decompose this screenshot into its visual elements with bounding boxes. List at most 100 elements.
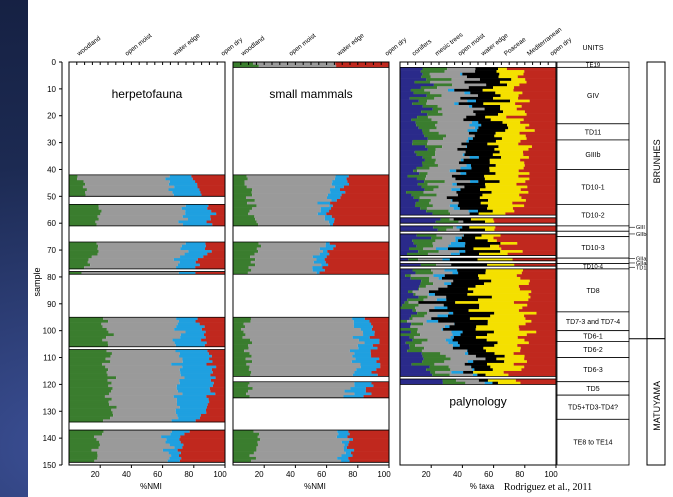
strip-open-moist bbox=[259, 432, 339, 436]
strip-open-moist bbox=[260, 438, 350, 442]
strip-open-dry bbox=[373, 384, 389, 388]
strip-open-dry bbox=[518, 174, 556, 178]
strip-woodland bbox=[233, 260, 251, 264]
strip-water-edge bbox=[341, 459, 350, 463]
strip-open-moist bbox=[435, 239, 456, 243]
y-tick-label: 130 bbox=[43, 407, 57, 416]
strip-woodland bbox=[69, 260, 88, 264]
strip-open-moist bbox=[256, 247, 320, 251]
strip-poaceae bbox=[446, 196, 480, 200]
strip-open-dry bbox=[212, 360, 225, 364]
strip-water-edge bbox=[444, 268, 458, 272]
strip-open-moist bbox=[451, 78, 480, 82]
strip-water-edge bbox=[182, 215, 211, 219]
strip-water-edge bbox=[329, 204, 333, 208]
strip-open-dry bbox=[179, 454, 225, 458]
strip-open-dry bbox=[528, 293, 556, 297]
strip-water-edge bbox=[179, 354, 212, 358]
strip-open-moist bbox=[100, 212, 186, 216]
strip-mediterranean bbox=[486, 338, 525, 342]
strip-conifers bbox=[400, 147, 428, 151]
strip-open-dry bbox=[531, 290, 556, 294]
strip-woodland bbox=[69, 403, 110, 407]
strip-open-moist bbox=[435, 370, 452, 374]
strip-open-moist bbox=[82, 185, 175, 189]
strip-mediterranean bbox=[476, 325, 519, 329]
strip-poaceae bbox=[471, 365, 491, 369]
strip-open-dry bbox=[521, 368, 556, 372]
strip-open-moist bbox=[435, 150, 466, 154]
strip-conifers bbox=[400, 252, 407, 256]
strip-open-moist bbox=[247, 384, 355, 388]
strip-woodland bbox=[233, 325, 245, 329]
strip-conifers bbox=[400, 70, 421, 74]
strip-conifers bbox=[400, 177, 417, 181]
strip-open-dry bbox=[493, 217, 556, 221]
strip-poaceae bbox=[431, 317, 470, 321]
strip-water-edge bbox=[466, 145, 468, 149]
strip-water-edge bbox=[357, 344, 373, 348]
strip-poaceae bbox=[464, 153, 493, 157]
strip-woodland bbox=[69, 322, 102, 326]
strip-conifers bbox=[400, 131, 423, 135]
strip-conifers bbox=[400, 284, 420, 288]
strip-open-dry bbox=[369, 319, 389, 323]
strip-open-dry bbox=[209, 400, 225, 404]
strip-open-dry bbox=[518, 284, 556, 288]
strip-conifers bbox=[400, 365, 430, 369]
strip-open-moist bbox=[252, 387, 351, 391]
y-axis-label: sample bbox=[32, 267, 42, 296]
strip-poaceae bbox=[467, 145, 499, 149]
strip-woodland bbox=[233, 199, 255, 203]
strip-water-edge bbox=[171, 362, 207, 366]
strip-mediterranean bbox=[492, 153, 524, 157]
strip-mesic-trees bbox=[409, 346, 425, 350]
strip-open-moist bbox=[410, 325, 445, 329]
strip-open-dry bbox=[512, 201, 556, 205]
strip-water-edge bbox=[174, 327, 202, 331]
unit-cell bbox=[556, 230, 630, 238]
strip-poaceae bbox=[478, 379, 488, 383]
strip-open-moist bbox=[110, 354, 180, 358]
strip-open-moist bbox=[253, 62, 336, 65]
strip-mesic-trees bbox=[422, 131, 439, 135]
strip-woodland bbox=[233, 336, 243, 340]
strip-poaceae bbox=[449, 258, 478, 262]
strip-open-dry bbox=[371, 381, 389, 385]
strip-conifers bbox=[400, 115, 418, 119]
strip-mesic-trees bbox=[426, 94, 442, 98]
strip-open-dry bbox=[519, 131, 556, 135]
unit-cell bbox=[556, 268, 630, 313]
strip-open-dry bbox=[199, 322, 225, 326]
strip-mesic-trees bbox=[426, 78, 452, 82]
strip-mesic-trees bbox=[413, 91, 431, 95]
y-tick-label: 150 bbox=[43, 461, 57, 470]
strip-open-moist bbox=[84, 266, 177, 270]
strip-water-edge bbox=[456, 225, 463, 229]
strip-mesic-trees bbox=[424, 180, 445, 184]
strip-woodland bbox=[233, 459, 252, 463]
strip-open-moist bbox=[98, 250, 189, 254]
strip-woodland bbox=[69, 419, 104, 423]
strip-mesic-trees bbox=[429, 365, 449, 369]
strip-mediterranean bbox=[485, 268, 523, 272]
strip-mesic-trees bbox=[407, 252, 428, 256]
strip-open-dry bbox=[364, 317, 389, 321]
strip-mediterranean bbox=[483, 346, 521, 350]
strip-woodland bbox=[233, 387, 253, 391]
strip-open-moist bbox=[427, 252, 451, 256]
strip-water-edge bbox=[313, 260, 326, 264]
strip-water-edge bbox=[178, 220, 207, 224]
strip-water-edge bbox=[336, 435, 348, 439]
strip-poaceae bbox=[468, 352, 495, 356]
strip-poaceae bbox=[459, 207, 488, 211]
strip-mesic-trees bbox=[412, 239, 436, 243]
strip-open-moist bbox=[108, 368, 180, 372]
strip-mesic-trees bbox=[418, 250, 439, 254]
strip-mediterranean bbox=[494, 134, 526, 138]
strip-open-dry bbox=[195, 260, 225, 264]
strip-woodland bbox=[69, 271, 82, 275]
strip-mesic-trees bbox=[433, 83, 453, 87]
strip-open-moist bbox=[431, 156, 470, 160]
strip-open-moist bbox=[97, 451, 169, 455]
